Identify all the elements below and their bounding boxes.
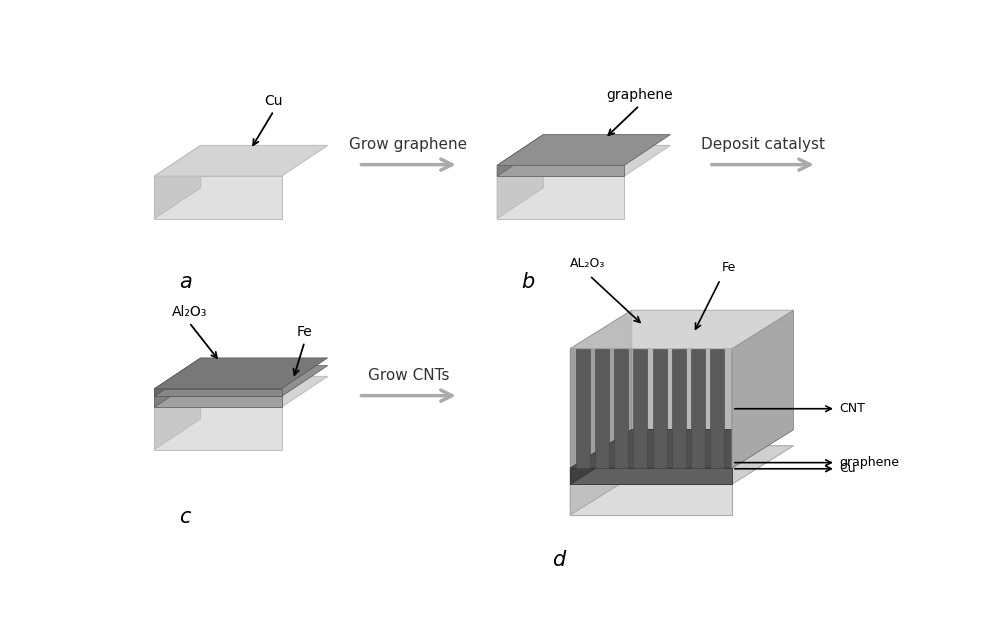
Polygon shape — [732, 310, 794, 468]
Polygon shape — [154, 145, 201, 219]
Polygon shape — [154, 396, 282, 407]
Text: graphene: graphene — [606, 88, 673, 102]
Polygon shape — [710, 349, 724, 468]
Text: Cu: Cu — [840, 462, 856, 476]
Text: AL₂O₃: AL₂O₃ — [570, 257, 606, 270]
Polygon shape — [570, 484, 732, 515]
Polygon shape — [570, 310, 794, 349]
Polygon shape — [570, 429, 632, 484]
Polygon shape — [633, 349, 647, 468]
Text: a: a — [179, 273, 192, 292]
Polygon shape — [570, 429, 794, 468]
Text: Fe: Fe — [297, 325, 312, 339]
Polygon shape — [497, 176, 624, 219]
Text: b: b — [521, 273, 535, 292]
Polygon shape — [154, 389, 282, 396]
Text: c: c — [180, 507, 191, 527]
Polygon shape — [497, 145, 670, 176]
Polygon shape — [497, 134, 670, 165]
Text: Grow CNTs: Grow CNTs — [368, 368, 449, 384]
Polygon shape — [154, 176, 282, 219]
Polygon shape — [570, 349, 732, 468]
Polygon shape — [497, 165, 624, 176]
Polygon shape — [154, 377, 328, 407]
Polygon shape — [595, 349, 609, 468]
Text: d: d — [552, 550, 565, 569]
Text: Fe: Fe — [722, 261, 736, 274]
Polygon shape — [154, 145, 328, 176]
Polygon shape — [154, 366, 328, 396]
Polygon shape — [154, 407, 282, 450]
Polygon shape — [154, 358, 328, 389]
Text: graphene: graphene — [840, 456, 900, 469]
Text: Grow graphene: Grow graphene — [349, 138, 468, 152]
Polygon shape — [570, 310, 632, 468]
Polygon shape — [614, 349, 628, 468]
Polygon shape — [576, 349, 590, 468]
Text: CNT: CNT — [840, 402, 866, 415]
Polygon shape — [570, 468, 732, 484]
Polygon shape — [497, 145, 543, 219]
Text: Deposit catalyst: Deposit catalyst — [701, 138, 825, 152]
Polygon shape — [653, 349, 666, 468]
Polygon shape — [154, 358, 201, 396]
Text: Al₂O₃: Al₂O₃ — [171, 306, 207, 320]
Polygon shape — [497, 134, 543, 176]
Polygon shape — [154, 377, 201, 450]
Text: Cu: Cu — [265, 94, 283, 108]
Polygon shape — [570, 446, 794, 484]
Polygon shape — [570, 446, 632, 515]
Polygon shape — [672, 349, 686, 468]
Polygon shape — [691, 349, 705, 468]
Polygon shape — [154, 366, 201, 407]
